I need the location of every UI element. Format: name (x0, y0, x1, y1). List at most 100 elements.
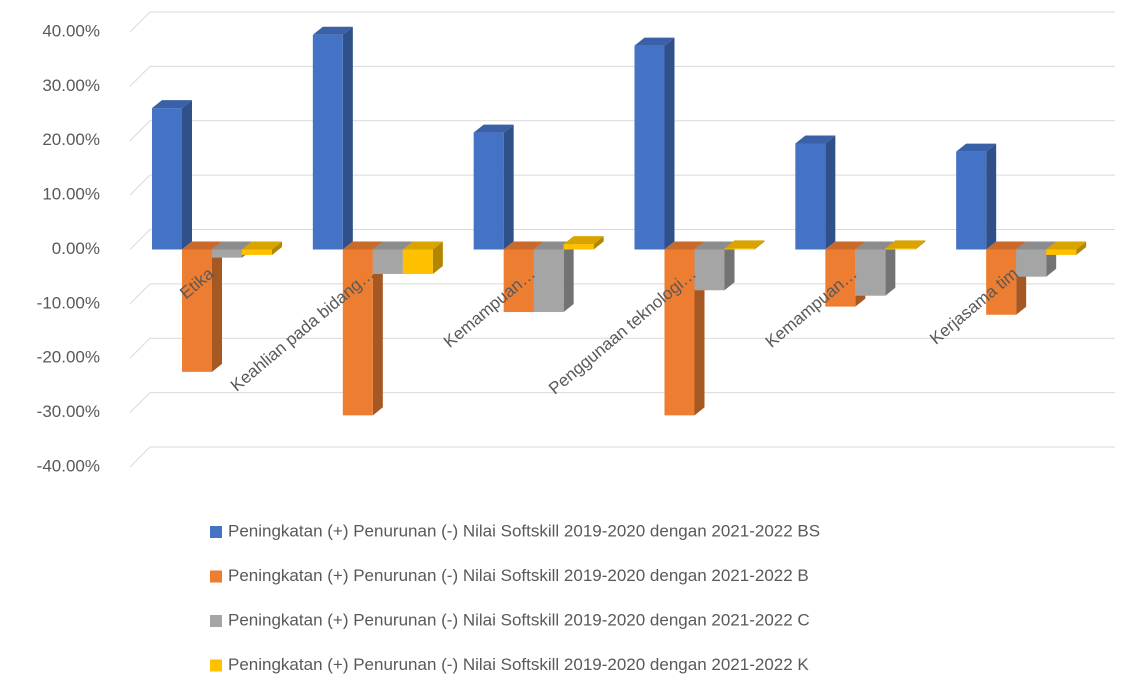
bar-side (272, 241, 282, 255)
bar (182, 249, 212, 372)
bar-3d (152, 100, 192, 250)
y-tick-label: 30.00% (42, 76, 100, 95)
bar-top (312, 26, 353, 35)
grid-line (129, 65, 1115, 87)
bar-side (1076, 241, 1087, 255)
bar-top (402, 241, 443, 250)
legend-swatch (210, 570, 222, 583)
legend-label: Peningkatan (+) Penurunan (-) Nilai Soft… (228, 521, 820, 540)
bar-side (342, 26, 353, 250)
bar (563, 244, 594, 250)
bar-side (724, 241, 735, 291)
bar-3d (342, 241, 383, 416)
bar-3d (312, 26, 353, 250)
bar (634, 45, 665, 250)
grid-line (129, 229, 1115, 250)
y-tick-label: -20.00% (37, 348, 100, 367)
bar (825, 249, 856, 307)
bar-top (212, 241, 252, 250)
bar (152, 108, 182, 250)
bar-top (473, 124, 514, 133)
y-tick-label: 10.00% (42, 185, 100, 204)
legend-label: Peningkatan (+) Penurunan (-) Nilai Soft… (228, 655, 809, 674)
bar-top (855, 241, 896, 250)
bar-side (825, 135, 836, 250)
bar (986, 249, 1017, 315)
y-tick-label: 0.00% (52, 239, 100, 258)
bar-top (694, 241, 735, 250)
bar-3d (795, 135, 836, 250)
bar-3d (956, 143, 997, 250)
bar (372, 249, 403, 274)
y-tick-label: -30.00% (37, 402, 100, 421)
grid-line (129, 392, 1115, 413)
legend-swatch (210, 615, 222, 627)
bar (503, 249, 534, 313)
bar-side (593, 236, 604, 250)
bar-side (212, 241, 222, 372)
bar (664, 249, 695, 416)
bar-top (372, 241, 413, 250)
bar-side (664, 37, 675, 250)
bar (402, 249, 433, 274)
bar (473, 132, 504, 250)
bar-side (885, 241, 896, 296)
bar-top (342, 241, 383, 250)
bar (533, 249, 564, 313)
bar-top (242, 241, 282, 250)
bar-top (956, 143, 997, 152)
grid-line (129, 120, 1115, 142)
bar-top (1016, 241, 1057, 250)
bar-3d (533, 241, 574, 313)
bar-top (182, 241, 222, 250)
y-tick-label: -10.00% (37, 293, 100, 312)
bar (212, 249, 242, 258)
bar-top (825, 241, 866, 250)
bar-3d (724, 240, 765, 250)
bar-top (885, 240, 926, 249)
bar (956, 151, 987, 250)
bar (242, 249, 272, 255)
y-tick-label: 40.00% (42, 21, 100, 40)
bar (1016, 249, 1047, 277)
grid-line (129, 11, 1115, 33)
bar-top (1046, 241, 1087, 250)
grid-line (129, 446, 1115, 468)
grid-line (129, 283, 1115, 305)
bar-3d (1046, 241, 1087, 255)
bar-3d (694, 241, 735, 291)
bar-3d (473, 124, 514, 250)
bar-top (724, 240, 765, 249)
legend-label: Peningkatan (+) Penurunan (-) Nilai Soft… (228, 610, 810, 629)
bar-top (503, 241, 544, 250)
bar-3d (634, 37, 675, 250)
bar (1046, 249, 1077, 255)
bar-side (915, 240, 926, 250)
bar-top (986, 241, 1027, 250)
bar (724, 248, 755, 250)
bar (312, 34, 343, 250)
bar-3d (885, 240, 926, 250)
bar-side (503, 124, 514, 250)
bar-3d (402, 241, 443, 274)
bar-3d (182, 241, 222, 372)
bar-side (563, 241, 574, 313)
legend-swatch (210, 526, 222, 538)
bar-top (563, 236, 604, 245)
bar-side (432, 241, 443, 274)
y-tick-label: -40.00% (37, 456, 100, 475)
bar (694, 249, 725, 291)
bar (885, 248, 916, 250)
bar-top (152, 100, 192, 109)
bar-3d (855, 241, 896, 296)
y-tick-label: 20.00% (42, 130, 100, 149)
bar-top (795, 135, 836, 144)
bar-side (986, 143, 997, 250)
bar (342, 249, 373, 416)
legend-swatch (210, 659, 222, 672)
bar (855, 249, 886, 296)
bar-side (182, 100, 192, 250)
bar-top (634, 37, 675, 46)
bar-3d (563, 236, 604, 250)
